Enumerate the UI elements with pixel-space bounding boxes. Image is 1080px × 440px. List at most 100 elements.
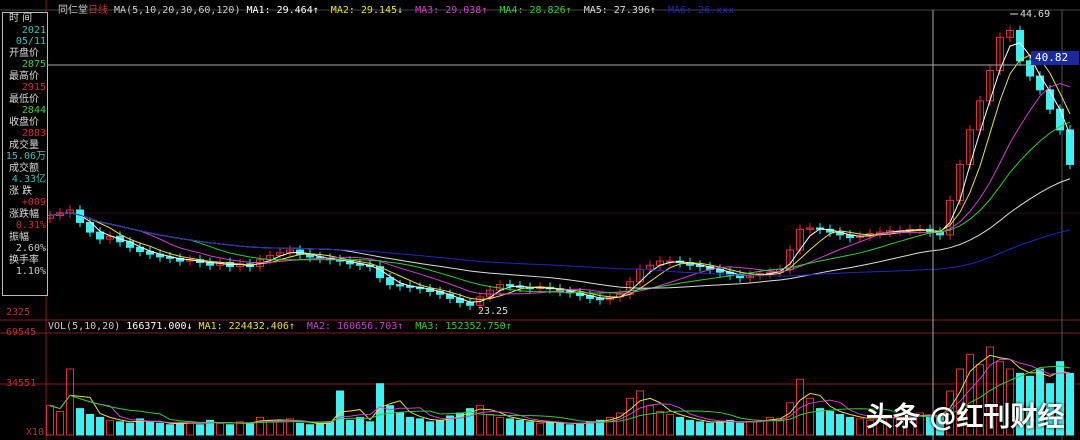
volume-bar [576,422,584,436]
volume-bar [1056,361,1064,436]
volume-bar [486,413,494,436]
candle-body [96,231,104,240]
volume-bar [626,397,634,436]
volume-bar [566,424,574,436]
volume-bar [556,422,564,436]
volume-bar [116,421,124,436]
volume-bar [386,405,394,436]
info-label: 开盘价 [9,47,39,59]
candle-body [1046,89,1054,110]
candle-body [1036,75,1044,91]
cursor-price-label: 40.82 [1031,51,1079,65]
volume-bar [746,421,754,436]
info-value: 2021 [21,24,46,36]
volume-bar [286,418,294,436]
info-value: 4.33亿 [11,174,46,185]
vol-value: 166371.000↓ [126,321,193,332]
ma-legend-item: MA5: 27.396↑ [583,5,656,16]
ma-legend-item: MA6: 26.xxx [667,5,735,16]
candle-body [1026,60,1034,77]
volume-bar [826,411,834,436]
volume-bar [606,416,614,436]
volume-bar [546,421,554,436]
ma-params: MA(5,10,20,30,60,120) [114,5,241,16]
volume-bar [256,416,264,436]
info-value: 15.06万 [5,151,46,162]
info-label: 换手率 [9,254,39,266]
volume-bar [146,421,154,436]
volume-bar [736,422,744,436]
info-label: 最低价 [9,93,39,105]
volume-bar [216,422,224,436]
volume-bar [886,415,894,436]
volume-bar [356,416,364,436]
volume-bar [836,413,844,436]
volume-bar [636,390,644,436]
ma-legend-item: MA4: 28.826↑ [499,5,572,16]
volume-bar [446,415,454,436]
volume-bar [346,419,354,436]
volume-bar [706,422,714,436]
volume-bar [866,419,874,436]
volume-bar [496,416,504,436]
volume-bar [806,397,814,436]
candle-body [1006,29,1014,38]
info-label: 收盘价 [9,116,39,128]
volume-bar [846,416,854,436]
info-label: 最高价 [9,70,39,82]
volume-bar [76,408,84,436]
volume-bar [316,422,324,436]
volume-bar [226,424,234,436]
volume-bar [176,422,184,436]
info-label: 时 间 [9,13,33,24]
volume-bar [676,416,684,436]
info-value: 2844 [21,105,46,116]
volume-bar [126,422,134,436]
volume-bar [1026,375,1034,436]
ma5-line [49,42,1071,303]
volume-bar [966,353,974,436]
volume-bar [336,390,344,436]
volume-bar [766,416,774,436]
volume-bar [276,421,284,436]
volume-bar [196,424,204,436]
candle-body [396,284,404,287]
volume-bar [756,419,764,436]
volume-bar [436,419,444,436]
volume-bar [646,405,654,436]
volume-bar [1066,372,1074,436]
volume-bar [246,422,254,436]
candle-body [976,100,984,131]
info-value: 2915 [21,82,46,93]
volume-bar [426,421,434,436]
ma-legend-item: MA3: 29.038↑ [415,5,488,16]
volume-bar [1006,368,1014,436]
volume-bar [1036,368,1044,436]
candle-body [506,284,514,287]
vol-axis-mid: 34551 [6,378,37,389]
volume-bar [406,416,414,436]
volume-bar [666,413,674,436]
vol-ma-legend-item: MA1: 224432.406↑ [198,321,295,332]
volume-bar [136,418,144,436]
candle-body [806,227,814,230]
volume-bar [916,412,924,436]
volume-bar [296,422,304,436]
volume-bar [656,411,664,436]
info-value: 2883 [21,128,46,139]
watermark: 头条 @红刊财经 [866,402,1065,433]
ma-legend-item: MA2: 29.145↓ [330,5,404,16]
ma30-line [49,121,1071,294]
volume-bar [396,412,404,436]
volume-legend: VOL(5,10,20) 166371.000↓ MA1: 224432.406… [48,321,518,332]
info-value: 0.31% [15,220,46,231]
info-value: 2875 [21,59,46,70]
info-value: +009 [21,197,46,208]
volume-bar [156,422,164,436]
volume-bar [996,361,1004,436]
volume-bar [516,419,524,436]
volume-bar [786,402,794,436]
volume-bar [56,411,64,436]
vol-axis-top: 69545 [6,327,37,338]
